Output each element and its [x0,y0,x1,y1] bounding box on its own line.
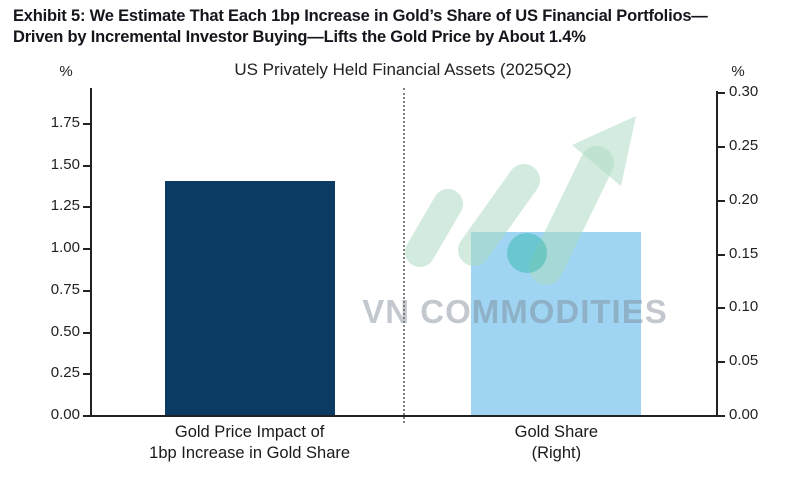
growth-arrow-watermark-icon [405,116,636,285]
left-axis-tick [83,164,90,167]
left-axis-tick-label: 0.50 [50,322,80,340]
left-axis-tick [83,248,90,251]
left-axis-tick-label: 0.75 [50,280,80,298]
left-axis-tick-label: 1.25 [50,197,80,215]
chart-title: US Privately Held Financial Assets (2025… [234,60,572,79]
right-axis-tick [718,253,725,256]
exhibit-title: Exhibit 5: We Estimate That Each 1bp Inc… [13,6,793,48]
watermark-text: VN COMMODITIES [362,293,668,330]
right-axis-line [716,91,718,417]
right-axis-tick [718,415,725,417]
right-axis-tick [718,307,725,310]
left-axis-tick-label: 1.75 [50,114,80,132]
left-axis-tick [83,331,90,334]
bottom-axis-line [89,415,719,417]
left-axis-tick [83,206,90,209]
right-axis-tick [718,92,725,95]
left-axis-tick-label: 1.50 [50,155,80,173]
left-axis-tick [83,123,90,126]
right-axis-tick [718,361,725,364]
right-axis-tick-label: 0.05 [729,352,759,370]
left-axis-unit-label: % [59,63,73,80]
bar-gold-price-impact [164,181,335,415]
bar-chart: US Privately Held Financial Assets (2025… [0,50,800,480]
right-axis-unit-label: % [731,63,745,80]
left-axis-tick [83,415,90,417]
left-axis-tick [83,373,90,376]
exhibit-title-line1: Exhibit 5: We Estimate That Each 1bp Inc… [13,7,708,25]
category-separator-line [403,88,405,423]
right-axis-tick [718,199,725,202]
right-axis-tick-label: 0.30 [729,83,759,101]
left-axis-tick-label: 0.25 [50,364,80,382]
left-axis-tick-label: 1.00 [50,239,80,257]
category-label: Gold Price Impact of 1bp Increase in Gol… [149,423,351,462]
category-label: Gold Share (Right) [514,423,599,462]
right-axis-tick-label: 0.10 [729,298,759,316]
right-axis-tick-label: 0.20 [729,190,759,208]
right-axis-tick [718,146,725,149]
left-axis-tick [83,289,90,292]
right-axis-tick-label: 0.15 [729,244,759,262]
left-axis-line [90,88,92,417]
left-axis-tick-label: 0.00 [50,406,80,423]
exhibit-title-line2: Driven by Incremental Investor Buying—Li… [13,28,586,46]
right-axis-tick-label: 0.25 [729,137,759,155]
right-axis-tick-label: 0.00 [729,406,759,423]
